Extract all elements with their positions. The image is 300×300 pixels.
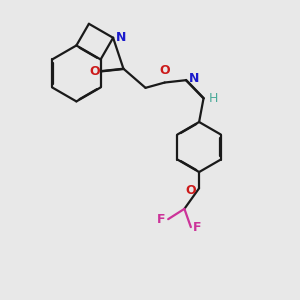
Text: N: N	[116, 31, 126, 44]
Text: F: F	[193, 220, 202, 234]
Text: O: O	[89, 64, 100, 78]
Text: O: O	[159, 64, 170, 77]
Text: H: H	[209, 92, 218, 105]
Text: O: O	[185, 184, 196, 197]
Text: F: F	[157, 213, 166, 226]
Text: N: N	[189, 72, 199, 85]
